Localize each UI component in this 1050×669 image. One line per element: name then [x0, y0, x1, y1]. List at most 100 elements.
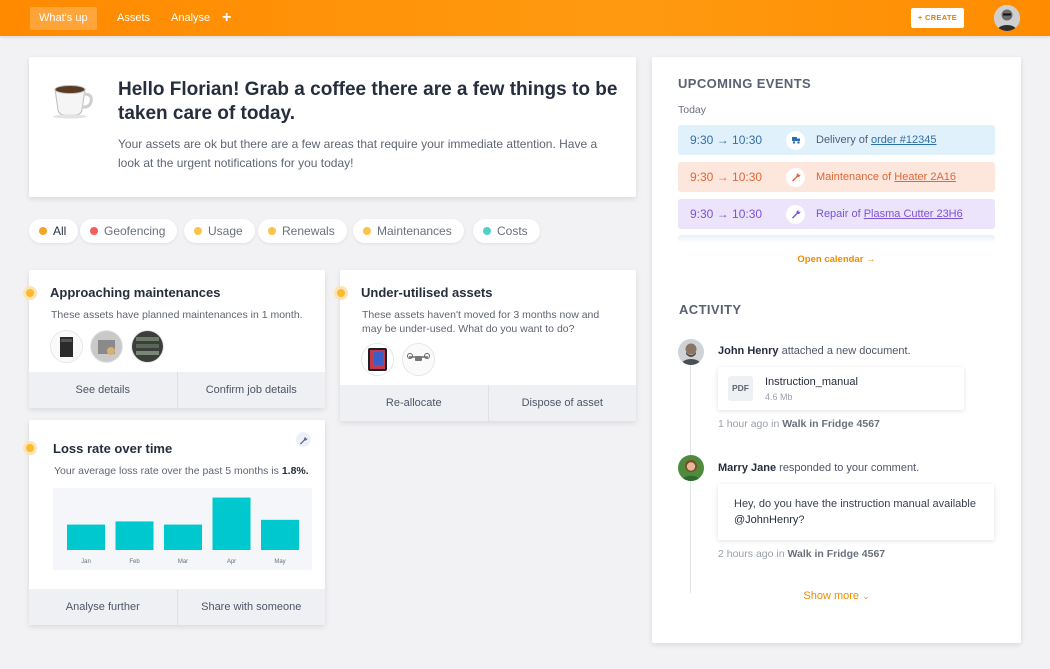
event-list-fade	[678, 235, 995, 243]
hero-title: Hello Florian! Grab a coffee there are a…	[118, 79, 618, 124]
chart-bar[interactable]	[261, 519, 299, 550]
filter-label: Geofencing	[104, 224, 166, 238]
filter-all[interactable]: All	[29, 219, 79, 243]
activity-title: ACTIVITY	[679, 302, 742, 317]
loss-rate-value: 1.8%.	[281, 465, 309, 477]
chart-bar[interactable]	[212, 497, 251, 550]
activity-place[interactable]: Walk in Fridge 4567	[787, 548, 886, 560]
truck-icon	[786, 131, 805, 150]
nav-add-icon[interactable]: +	[222, 9, 232, 26]
card-actions: Re-allocate Dispose of asset	[340, 385, 636, 421]
event-text: Repair of Plasma Cutter 23H6	[816, 199, 963, 229]
filter-dot	[483, 227, 491, 235]
filter-geofencing[interactable]: Geofencing	[80, 219, 178, 243]
filter-usage[interactable]: Usage	[184, 219, 255, 243]
activity-user[interactable]: John Henry	[718, 345, 779, 357]
reallocate-button[interactable]: Re-allocate	[385, 397, 442, 409]
activity-user[interactable]: Marry Jane	[718, 462, 777, 474]
chart-tick-label: Feb	[129, 559, 140, 565]
comment-card: Hey, do you have the instruction manual …	[718, 484, 994, 540]
card-actions: See details Confirm job details	[29, 372, 325, 408]
wrench-icon	[786, 205, 805, 224]
mention[interactable]: @JohnHenry	[734, 514, 799, 526]
chevron-down-icon: ⌄	[862, 591, 870, 601]
welcome-card: Hello Florian! Grab a coffee there are a…	[29, 57, 636, 197]
filter-costs[interactable]: Costs	[473, 219, 540, 243]
chart-tick-label: Apr	[227, 559, 236, 565]
asset-thumbnail[interactable]	[403, 344, 434, 375]
filter-label: Maintenances	[377, 224, 452, 238]
card-title: Under-utilised assets	[361, 285, 493, 300]
coffee-cup-icon	[53, 85, 93, 119]
event-repair[interactable]: 9:30 → 10:30 Repair of Plasma Cutter 23H…	[678, 199, 995, 229]
activity-action: attached a new document.	[778, 345, 911, 357]
comment-end: ?	[798, 514, 805, 526]
open-calendar-link[interactable]: Open calendar →	[797, 254, 876, 265]
card-title: Loss rate over time	[53, 441, 173, 456]
card-actions: Analyse further Share with someone	[29, 589, 325, 625]
user-avatar[interactable]	[994, 5, 1020, 31]
share-with-someone-button[interactable]: Share with someone	[176, 589, 326, 625]
top-bar: What's up Assets Analyse + + CREATE	[0, 0, 1050, 36]
bar-chart: Jan Feb Mar Apr May	[67, 497, 299, 565]
card-title: Approaching maintenances	[50, 285, 221, 300]
underutilised-card: Under-utilised assets These assets haven…	[334, 270, 636, 421]
filter-label: All	[53, 224, 67, 238]
see-details-button[interactable]: See details	[75, 384, 130, 396]
nav-assets[interactable]: Assets	[117, 12, 151, 24]
asset-thumbnail[interactable]	[91, 331, 122, 362]
event-link[interactable]: Plasma Cutter 23H6	[863, 208, 963, 220]
wrench-icon	[786, 168, 805, 187]
wrench-icon[interactable]	[296, 432, 311, 447]
attached-document[interactable]: PDF Instruction_manual 4.6 Mb	[718, 367, 964, 410]
create-button[interactable]: + CREATE	[911, 8, 964, 28]
activity-action: responded to your comment.	[776, 462, 920, 474]
chart-bar[interactable]	[164, 524, 202, 550]
event-prefix: Delivery of	[816, 134, 872, 146]
chart-tick-label: Mar	[178, 559, 188, 565]
event-time: 9:30 → 10:30	[690, 207, 763, 221]
activity-place[interactable]: Walk in Fridge 4567	[782, 418, 880, 430]
filter-renewals[interactable]: Renewals	[258, 219, 347, 243]
right-panel: UPCOMING EVENTS Today 9:30 → 10:30 Deliv…	[652, 57, 1021, 643]
document-size: 4.6 Mb	[765, 392, 793, 402]
upcoming-events-title: UPCOMING EVENTS	[678, 76, 812, 91]
dispose-of-asset-button[interactable]: Dispose of asset	[487, 385, 637, 421]
chart-bar[interactable]	[67, 524, 105, 550]
avatar[interactable]	[678, 339, 704, 365]
avatar[interactable]	[678, 455, 704, 481]
show-more-button[interactable]: Show more ⌄	[652, 590, 1021, 602]
event-link[interactable]: order #12345	[871, 134, 937, 146]
confirm-job-details-button[interactable]: Confirm job details	[176, 372, 326, 408]
filter-dot	[90, 227, 98, 235]
activity-meta: 2 hours ago in Walk in Fridge 4567	[718, 548, 885, 560]
hero-text: Your assets are ok but there are a few a…	[118, 137, 598, 170]
filter-dot	[194, 227, 202, 235]
activity-time: 1 hour ago	[718, 418, 769, 430]
event-link[interactable]: Heater 2A16	[894, 171, 957, 183]
chart-bar[interactable]	[115, 521, 154, 550]
event-prefix: Maintenance of	[816, 171, 895, 183]
document-name: Instruction_manual	[765, 376, 858, 388]
activity-in: in	[768, 418, 783, 430]
analyse-further-button[interactable]: Analyse further	[65, 601, 140, 613]
asset-thumbnail[interactable]	[51, 331, 82, 362]
asset-thumbnail[interactable]	[362, 344, 393, 375]
event-delivery[interactable]: 9:30 → 10:30 Delivery of order #12345	[678, 125, 995, 155]
nav-whats-up[interactable]: What's up	[30, 7, 97, 30]
card-text: Your average loss rate over the past 5 m…	[54, 464, 314, 478]
activity-time: 2 hours ago	[718, 548, 774, 560]
loss-rate-text: Your average loss rate over the past 5 m…	[54, 465, 282, 477]
filter-dot	[268, 227, 276, 235]
asset-thumbnail[interactable]	[132, 331, 163, 362]
event-text: Maintenance of Heater 2A16	[816, 162, 956, 192]
activity-text: John Henry attached a new document.	[718, 345, 911, 357]
event-time: 9:30 → 10:30	[690, 133, 763, 147]
card-text: These assets have planned maintenances i…	[51, 309, 303, 321]
filter-dot	[363, 227, 371, 235]
priority-dot	[334, 286, 348, 300]
event-time: 9:30 → 10:30	[690, 170, 763, 184]
event-maintenance[interactable]: 9:30 → 10:30 Maintenance of Heater 2A16	[678, 162, 995, 192]
filter-maintenances[interactable]: Maintenances	[353, 219, 464, 243]
nav-analyse[interactable]: Analyse	[171, 12, 211, 24]
